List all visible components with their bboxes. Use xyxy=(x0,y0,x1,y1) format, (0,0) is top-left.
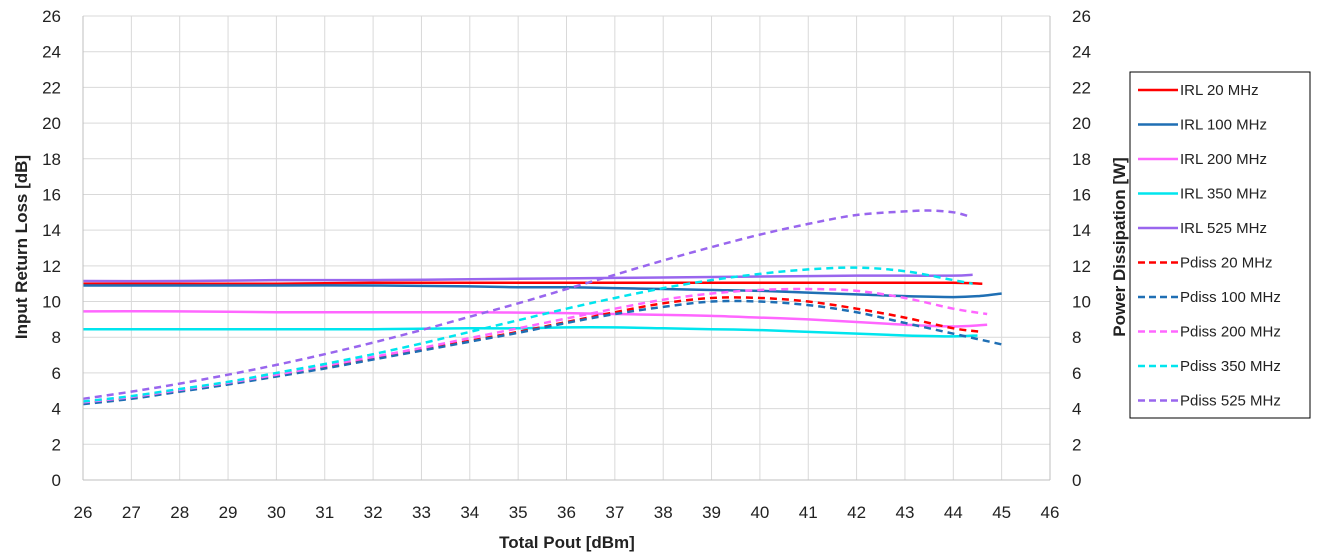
x-tick-label: 30 xyxy=(267,503,286,522)
y-tick-label: 10 xyxy=(42,293,61,312)
y-tick-label: 24 xyxy=(42,43,61,62)
y2-tick-label: 4 xyxy=(1072,400,1081,419)
series-line-irl-100-mhz xyxy=(83,284,1002,299)
series-line-pdiss-100-mhz xyxy=(82,299,1002,406)
y2-tick-label: 22 xyxy=(1072,78,1091,97)
legend: IRL 20 MHz IRL 100 MHz IRL 200 MHz IRL 350 … xyxy=(1129,71,1311,419)
legend-label: Pdiss 20 MHz xyxy=(1180,255,1273,272)
y2-tick-label: 12 xyxy=(1072,257,1091,276)
y-axis-title: Input Return Loss [dB] xyxy=(12,155,31,339)
y2-tick-label: 10 xyxy=(1072,293,1091,312)
y-tick-label: 0 xyxy=(52,471,61,490)
x-tick-label: 39 xyxy=(702,503,721,522)
x-tick-label: 46 xyxy=(1041,503,1060,522)
x-tick-label: 41 xyxy=(799,503,818,522)
legend-box xyxy=(1129,71,1311,419)
y-tick-label: 26 xyxy=(42,7,61,26)
y-tick-label: 16 xyxy=(42,185,61,204)
series-line-irl-350-mhz xyxy=(82,326,978,338)
y2-tick-label: 18 xyxy=(1072,150,1091,169)
x-tick-label: 44 xyxy=(944,503,963,522)
series-line-irl-525-mhz xyxy=(82,273,973,283)
y-tick-label: 14 xyxy=(42,221,61,240)
y-tick-label: 18 xyxy=(42,150,61,169)
x-tick-label: 35 xyxy=(509,503,528,522)
legend-label: IRL 350 MHz xyxy=(1180,186,1267,203)
legend-label: Pdiss 350 MHz xyxy=(1180,358,1281,375)
y2-tick-label: 0 xyxy=(1072,471,1081,490)
x-tick-label: 37 xyxy=(605,503,624,522)
x-tick-label: 27 xyxy=(122,503,141,522)
x-tick-label: 31 xyxy=(315,503,334,522)
x-tick-label: 33 xyxy=(412,503,431,522)
series-lines xyxy=(82,209,1002,406)
legend-label: IRL 200 MHz xyxy=(1180,151,1267,168)
y2-tick-label: 20 xyxy=(1072,114,1091,133)
y-tick-label: 20 xyxy=(42,114,61,133)
y2-tick-label: 16 xyxy=(1072,185,1091,204)
x-tick-label: 29 xyxy=(219,503,238,522)
y-tick-label: 22 xyxy=(42,78,61,97)
x-tick-label: 28 xyxy=(170,503,189,522)
legend-label: IRL 525 MHz xyxy=(1180,220,1267,237)
y2-tick-label: 24 xyxy=(1072,43,1091,62)
y2-tick-label: 2 xyxy=(1072,435,1081,454)
y-tick-label: 8 xyxy=(52,328,61,347)
x-tick-label: 42 xyxy=(847,503,866,522)
x-tick-label: 26 xyxy=(74,503,93,522)
y2-tick-label: 26 xyxy=(1072,7,1091,26)
series-line-irl-200-mhz xyxy=(82,310,988,328)
x-tick-label: 45 xyxy=(992,503,1011,522)
x-axis-title: Total Pout [dBm] xyxy=(499,533,635,552)
legend-label: Pdiss 100 MHz xyxy=(1180,289,1281,306)
legend-label: Pdiss 200 MHz xyxy=(1180,324,1281,341)
y-tick-label: 12 xyxy=(42,257,61,276)
series-line-pdiss-350-mhz xyxy=(82,266,973,403)
x-tick-label: 38 xyxy=(654,503,673,522)
legend-label: IRL 20 MHz xyxy=(1180,82,1259,99)
y2-tick-label: 6 xyxy=(1072,364,1081,383)
y2-tick-label: 8 xyxy=(1072,328,1081,347)
series-line-irl-20-mhz xyxy=(82,281,983,286)
x-tick-label: 40 xyxy=(750,503,769,522)
y2-tick-label: 14 xyxy=(1072,221,1091,240)
y-tick-label: 4 xyxy=(52,400,61,419)
y-tick-label: 6 xyxy=(52,364,61,383)
x-tick-label: 43 xyxy=(895,503,914,522)
x-tick-label: 36 xyxy=(557,503,576,522)
grid xyxy=(82,15,1051,481)
y2-axis-title: Power Dissipation [W] xyxy=(1110,157,1129,336)
series-line-pdiss-525-mhz xyxy=(82,209,969,401)
axes: 26 27 28 29 30 31 32 33 34 35 36 37 38 39 40 41 42 43 44 45… xyxy=(42,7,1091,522)
x-tick-label: 34 xyxy=(460,503,479,522)
legend-label: Pdiss 525 MHz xyxy=(1180,393,1281,410)
x-tick-label: 32 xyxy=(364,503,383,522)
y-tick-label: 2 xyxy=(52,435,61,454)
legend-label: IRL 100 MHz xyxy=(1180,117,1267,134)
